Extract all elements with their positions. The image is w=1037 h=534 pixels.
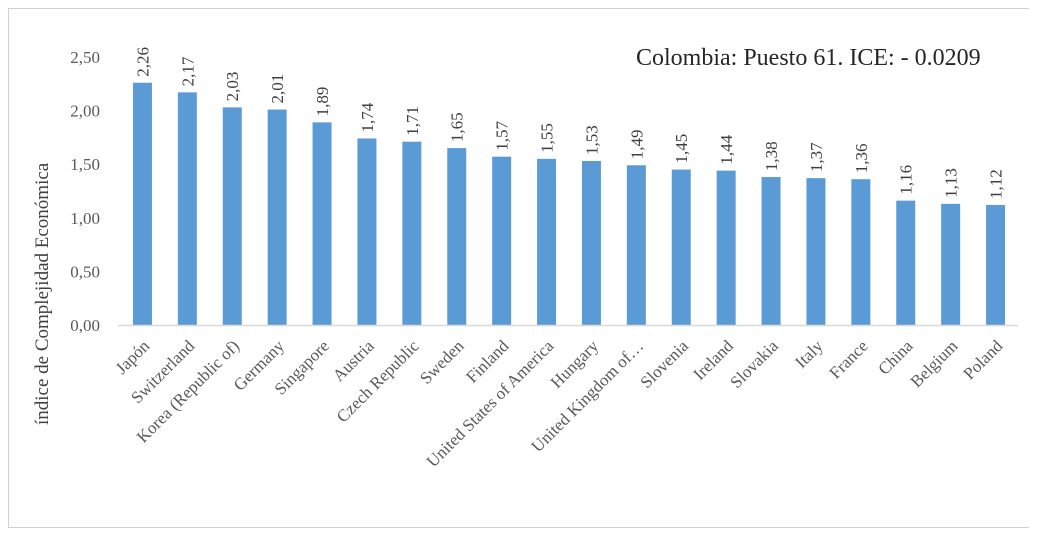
data-label: 1,16 — [897, 165, 916, 195]
data-label: 1,12 — [987, 169, 1006, 199]
y-axis-tick-labels: 0,00 0,50 1,00 1,50 2,00 2,50 — [70, 48, 100, 335]
bar — [941, 203, 961, 325]
data-label: 1,44 — [717, 134, 736, 164]
bar — [761, 177, 781, 325]
data-label: 2,03 — [223, 72, 242, 102]
data-label: 1,13 — [942, 168, 961, 198]
data-label: 1,74 — [358, 102, 377, 132]
data-label: 1,49 — [627, 130, 646, 160]
bar — [267, 109, 287, 325]
y-tick-label: 2,00 — [70, 102, 100, 121]
x-tick-label: France — [826, 336, 872, 382]
bar — [806, 178, 826, 325]
bar — [312, 122, 332, 325]
bar-series — [132, 82, 1006, 325]
data-label: 2,17 — [178, 56, 197, 86]
data-label: 1,57 — [493, 120, 512, 150]
data-label: 1,45 — [672, 134, 691, 164]
x-tick-label: Belgium — [907, 336, 962, 391]
bar — [357, 138, 377, 325]
chart-annotation: Colombia: Puesto 61. ICE: - 0.0209 — [636, 45, 981, 71]
x-tick-label: Slovenia — [637, 336, 693, 392]
data-label: 1,36 — [852, 143, 871, 173]
y-tick-label: 0,50 — [70, 262, 100, 281]
bar — [986, 204, 1006, 325]
y-tick-label: 2,50 — [70, 48, 100, 67]
data-label: 1,37 — [807, 142, 826, 172]
bar — [851, 179, 871, 325]
x-tick-label: Italy — [791, 336, 827, 372]
bar — [222, 107, 242, 325]
y-tick-label: 0,00 — [70, 316, 100, 335]
bar — [626, 165, 646, 325]
y-tick-label: 1,00 — [70, 209, 100, 228]
data-label: 2,26 — [133, 47, 152, 77]
data-label: 1,71 — [403, 106, 422, 136]
bar — [492, 156, 512, 325]
bar — [537, 158, 557, 325]
x-tick-label: Japón — [112, 336, 154, 378]
x-tick-label: China — [874, 336, 916, 378]
data-label: 1,55 — [538, 123, 557, 153]
data-label: 1,53 — [582, 125, 601, 155]
bar — [402, 141, 422, 325]
data-label: 1,38 — [762, 141, 781, 171]
y-axis-title: índice de Complejidad Económica — [32, 162, 53, 425]
data-label: 1,89 — [313, 87, 332, 117]
bar — [447, 148, 467, 325]
bar — [132, 82, 152, 325]
data-labels: 2,26 2,17 2,03 2,01 1,89 1,74 1,71 1,65 1,57 1,55… — [133, 47, 1005, 199]
x-tick-label: Slovakia — [726, 336, 782, 392]
x-tick-label: Sweden — [416, 336, 468, 388]
data-label: 2,01 — [268, 74, 287, 104]
bar — [671, 169, 691, 325]
data-label: 1,65 — [448, 112, 467, 142]
bar — [716, 170, 736, 325]
x-tick-label: Poland — [960, 336, 1007, 383]
bar — [177, 92, 197, 325]
bar — [896, 200, 916, 325]
y-tick-label: 1,50 — [70, 155, 100, 174]
bar — [581, 160, 601, 325]
